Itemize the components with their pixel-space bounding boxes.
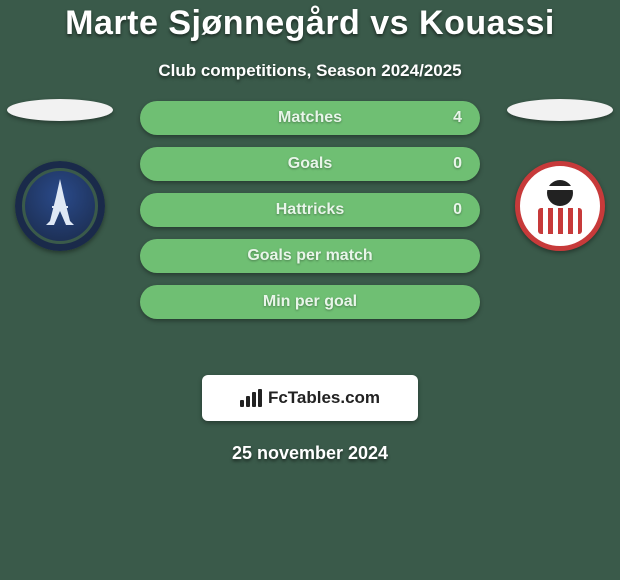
- stat-label: Matches: [198, 109, 422, 127]
- club-logo-left: [15, 161, 105, 251]
- country-flag-right: [507, 99, 613, 121]
- stat-bars: Matches 4 Goals 0 Hattricks 0 Goals per …: [140, 101, 480, 331]
- stat-value-right: 0: [422, 201, 462, 219]
- date-text: 25 november 2024: [0, 443, 620, 464]
- club-logo-right: [515, 161, 605, 251]
- stat-label: Goals: [198, 155, 422, 173]
- stat-row-goals-per-match: Goals per match: [140, 239, 480, 273]
- bar-chart-icon: [240, 389, 262, 407]
- stat-row-min-per-goal: Min per goal: [140, 285, 480, 319]
- country-flag-left: [7, 99, 113, 121]
- stat-label: Goals per match: [198, 247, 422, 265]
- stat-label: Hattricks: [198, 201, 422, 219]
- player-right-column: [500, 99, 620, 251]
- stat-row-goals: Goals 0: [140, 147, 480, 181]
- stat-label: Min per goal: [198, 293, 422, 311]
- page-title: Marte Sjønnegård vs Kouassi: [0, 4, 620, 43]
- comparison-section: Matches 4 Goals 0 Hattricks 0 Goals per …: [0, 119, 620, 369]
- player-left-column: [0, 99, 120, 251]
- stat-row-hattricks: Hattricks 0: [140, 193, 480, 227]
- brand-link[interactable]: FcTables.com: [202, 375, 418, 421]
- stat-value-right: 4: [422, 109, 462, 127]
- eiffel-tower-icon: [40, 177, 80, 227]
- stripes-icon: [538, 208, 582, 234]
- stat-value-right: 0: [422, 155, 462, 173]
- competition-subtitle: Club competitions, Season 2024/2025: [0, 61, 620, 81]
- moor-head-icon: [547, 180, 573, 206]
- brand-text: FcTables.com: [268, 388, 380, 408]
- stat-row-matches: Matches 4: [140, 101, 480, 135]
